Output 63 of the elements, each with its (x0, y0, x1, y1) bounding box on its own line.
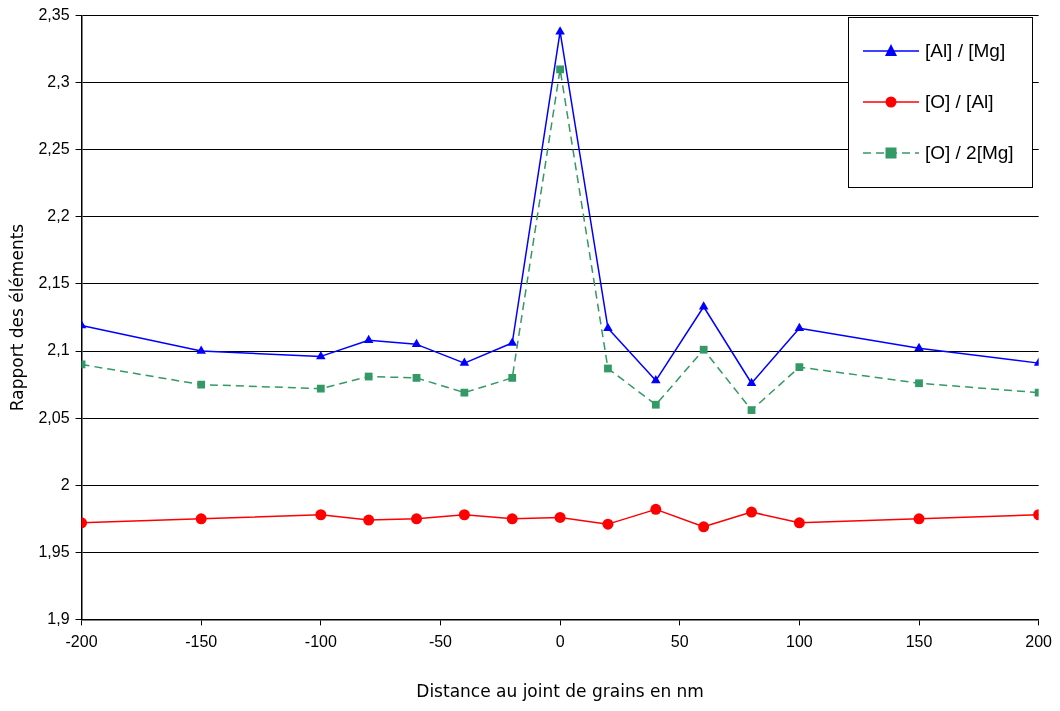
point (460, 388, 469, 397)
point (411, 338, 422, 348)
y-tick-label: 1,9 (47, 609, 70, 627)
point (603, 322, 613, 331)
legend-label: [O] / 2[Mg] (924, 142, 1014, 165)
point (794, 322, 805, 331)
x-tick-label: 200 (1025, 633, 1053, 651)
point (651, 375, 661, 384)
point (195, 513, 207, 525)
y-tick-label: 2 (60, 475, 70, 493)
y-tick-label: 2,3 (47, 73, 70, 91)
point (698, 521, 710, 533)
y-tick-label: 2,15 (38, 274, 70, 292)
y-axis-title: Rapport des éléments (6, 223, 27, 412)
point (364, 372, 373, 381)
x-tick-label: -200 (65, 633, 98, 651)
point (554, 511, 566, 523)
point (411, 513, 423, 525)
y-tick-label: 2,25 (38, 140, 70, 158)
point (915, 379, 923, 388)
point (793, 517, 805, 529)
legend-label: [O] / [Al] (924, 91, 994, 114)
point (459, 357, 470, 366)
point (316, 350, 326, 360)
x-axis-title: Distance au joint de grains en nm (416, 681, 704, 702)
x-tick-label: 50 (670, 633, 689, 651)
point (458, 509, 470, 521)
x-tick-label: -150 (185, 633, 218, 651)
x-tick-label: -100 (304, 633, 337, 651)
point (746, 377, 757, 386)
point (914, 342, 924, 352)
point (315, 509, 327, 521)
y-tick-label: 2,2 (47, 207, 70, 225)
point (506, 513, 518, 525)
y-tick-label: 2,35 (38, 6, 70, 24)
x-tick-label: 150 (905, 633, 933, 651)
point (650, 503, 662, 515)
point (698, 301, 709, 310)
point (363, 514, 375, 526)
point (412, 373, 421, 382)
point (196, 345, 206, 354)
x-tick-label: 0 (555, 633, 565, 651)
y-tick-label: 2,1 (47, 341, 70, 359)
point (651, 400, 660, 409)
point (555, 26, 565, 35)
y-tick-label: 2,05 (38, 408, 70, 426)
point (556, 65, 564, 74)
legend-label: [Al] / [Mg] (924, 40, 1006, 63)
point (602, 518, 614, 530)
point (913, 513, 925, 525)
x-tick-label: -50 (428, 633, 453, 651)
point (747, 406, 756, 414)
point (197, 380, 206, 389)
point (508, 373, 517, 382)
point (316, 384, 325, 393)
y-tick-label: 1,95 (38, 542, 70, 560)
point (746, 506, 758, 518)
point (507, 337, 517, 346)
point (795, 363, 804, 372)
point (363, 334, 374, 344)
x-tick-label: 100 (786, 633, 813, 651)
point (699, 345, 708, 354)
point (604, 364, 612, 373)
